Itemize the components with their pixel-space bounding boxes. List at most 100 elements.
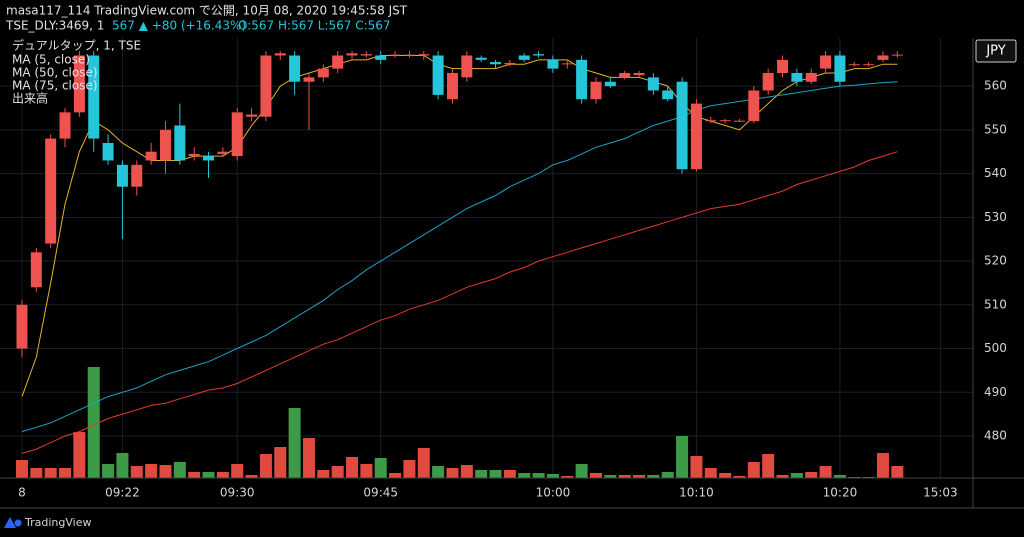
volume-bar: [503, 470, 516, 478]
candle-body: [662, 90, 674, 100]
volume-bar: [59, 468, 72, 478]
candle-body: [719, 120, 731, 122]
candle-body: [791, 72, 803, 82]
logo-icon: [4, 517, 16, 528]
volume-bar: [87, 367, 100, 478]
y-tick-label: 540: [984, 166, 1007, 180]
candle-body: [877, 55, 889, 60]
volume-bar: [288, 408, 301, 478]
candle-body: [88, 55, 100, 139]
candle-body: [217, 151, 229, 154]
ma-line: [21, 151, 898, 454]
volume-bar: [15, 460, 28, 478]
volume-bar: [202, 472, 215, 478]
candle-body: [231, 112, 243, 157]
candle-body: [690, 103, 702, 170]
volume-bar: [676, 436, 689, 478]
y-tick-label: 500: [984, 341, 1007, 355]
candle-body: [102, 142, 114, 161]
x-tick-label: 15:03: [923, 486, 958, 500]
x-tick-label: 09:45: [363, 486, 398, 500]
volume-layer: [15, 367, 904, 478]
volume-bar: [403, 460, 416, 478]
volume-bar: [647, 475, 660, 478]
volume-bar: [733, 476, 746, 478]
candle-body: [533, 54, 545, 56]
candle-body: [891, 54, 903, 56]
candle-body: [274, 53, 286, 56]
y-tick-label: 490: [984, 385, 1007, 399]
candle-body: [561, 63, 573, 65]
x-tick-label: 09:22: [105, 486, 140, 500]
candle-body: [705, 120, 717, 122]
volume-bar: [130, 466, 143, 478]
candle-body: [188, 153, 200, 157]
candle-body: [131, 164, 143, 187]
volume-bar: [145, 464, 158, 478]
candle-body: [518, 55, 530, 60]
candle-body: [805, 72, 817, 82]
volume-bar: [747, 462, 760, 478]
volume-bar: [460, 465, 473, 478]
candle-body: [116, 164, 128, 187]
volume-bar: [604, 475, 617, 478]
symbol-legend: デュアルタップ, 1, TSE: [12, 38, 141, 53]
candle-body: [590, 81, 602, 100]
volume-bar: [432, 466, 445, 478]
y-tick-label: 510: [984, 297, 1007, 311]
logo: [4, 517, 22, 528]
volume-bar: [876, 453, 889, 478]
volume-bar: [475, 470, 488, 478]
candle-body: [332, 55, 344, 69]
branding: TradingView: [24, 516, 91, 529]
volume-bar: [44, 468, 57, 478]
ticker: TSE_DLY:3469, 1: [5, 19, 104, 33]
volume-bar: [891, 466, 904, 478]
legend-entry: MA (5, close): [12, 53, 90, 67]
volume-bar: [188, 472, 201, 478]
volume-bar: [546, 474, 559, 478]
legend-entry: MA (50, close): [12, 66, 98, 80]
volume-bar: [346, 457, 359, 478]
candle-body: [619, 72, 631, 78]
candle-body: [317, 68, 329, 78]
candle-body: [633, 72, 645, 76]
legend-entry: MA (75, close): [12, 79, 98, 93]
candle-body: [346, 53, 358, 56]
volume-bar: [116, 453, 129, 478]
volume-bar: [690, 456, 703, 478]
candle-body: [260, 55, 272, 117]
volume-bar: [532, 473, 545, 478]
candle-body: [432, 55, 444, 95]
candle-layer: [16, 51, 903, 358]
candle-body: [475, 57, 487, 60]
volume-bar: [589, 473, 602, 478]
volume-bar: [216, 472, 229, 478]
candle-body: [73, 55, 85, 113]
candle-body: [360, 54, 372, 56]
volume-bar: [790, 473, 803, 478]
volume-bar: [374, 458, 387, 478]
volume-bar: [633, 475, 646, 478]
candle-body: [59, 112, 71, 139]
candle-body: [676, 81, 688, 170]
candle-body: [504, 62, 516, 65]
candle-body: [375, 55, 387, 60]
x-tick-label: 10:20: [823, 486, 858, 500]
volume-bar: [159, 465, 172, 478]
y-tick-label: 530: [984, 210, 1007, 224]
candle-body: [289, 55, 301, 82]
volume-bar: [518, 473, 531, 478]
candle-body: [174, 125, 186, 161]
candle-body: [16, 304, 28, 349]
chart-title: masa117_114 TradingView.com で公開, 10月 08,…: [6, 4, 408, 18]
candle-body: [203, 156, 215, 161]
volume-bar: [805, 472, 818, 478]
volume-bar: [30, 468, 43, 478]
volume-bar: [762, 454, 775, 478]
candle-body: [446, 72, 458, 100]
volume-bar: [417, 448, 430, 478]
candle-body: [647, 77, 659, 91]
volume-bar: [360, 464, 373, 478]
y-tick-label: 550: [984, 122, 1007, 136]
